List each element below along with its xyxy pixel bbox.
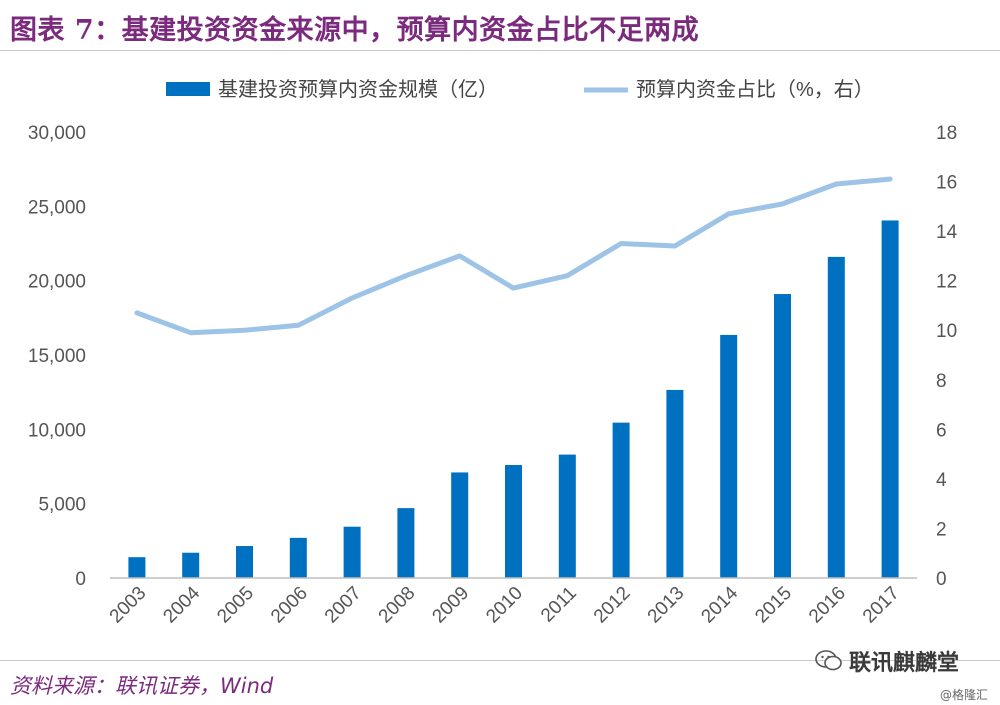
bar bbox=[558, 454, 576, 578]
wechat-watermark: 联讯麒麟堂 bbox=[815, 645, 959, 677]
y-left-tick-label: 20,000 bbox=[28, 272, 86, 293]
y-left-tick-label: 30,000 bbox=[28, 123, 86, 144]
footer-divider bbox=[0, 660, 1000, 661]
x-tick-label: 2017 bbox=[859, 583, 904, 628]
chart-title: 图表 7：基建投资资金来源中，预算内资金占比不足两成 bbox=[10, 15, 700, 46]
bar bbox=[827, 256, 845, 578]
line-series bbox=[134, 176, 893, 336]
bar bbox=[236, 546, 253, 578]
x-tick-label: 2012 bbox=[590, 583, 635, 628]
x-tick-label: 2015 bbox=[751, 583, 796, 628]
x-axis: 2003 2004 2005 2006 2007 2008 2009 2010 2011 2012… bbox=[106, 577, 917, 628]
x-tick-label: 2006 bbox=[267, 583, 312, 628]
y-left-tick-label: 0 bbox=[75, 569, 86, 590]
x-tick-label: 2003 bbox=[106, 583, 151, 628]
bar bbox=[720, 334, 738, 578]
legend-bar-label: 基建投资预算内资金规模（亿） bbox=[218, 78, 498, 101]
y-right-tick-label: 18 bbox=[936, 123, 957, 144]
bar-series bbox=[128, 220, 899, 578]
x-tick-label: 2016 bbox=[805, 583, 850, 628]
y-left-tick-label: 5,000 bbox=[38, 495, 86, 516]
right-axis: 0 2 4 6 8 10 12 14 16 18 bbox=[936, 123, 958, 590]
bar bbox=[505, 465, 522, 578]
x-tick-label: 2009 bbox=[428, 583, 473, 628]
legend: 基建投资预算内资金规模（亿） 预算内资金占比（%，右） bbox=[166, 78, 874, 101]
bar bbox=[289, 537, 307, 578]
x-tick-label: 2007 bbox=[321, 583, 366, 628]
bar bbox=[397, 508, 415, 578]
y-right-tick-label: 0 bbox=[936, 569, 947, 590]
wechat-icon bbox=[815, 650, 842, 671]
y-right-tick-label: 12 bbox=[936, 272, 957, 293]
y-left-tick-label: 25,000 bbox=[28, 197, 86, 218]
bar bbox=[128, 557, 146, 578]
bar bbox=[666, 389, 684, 578]
wechat-account-name: 联讯麒麟堂 bbox=[849, 651, 960, 676]
x-tick-label: 2004 bbox=[159, 582, 204, 627]
x-tick-label: 2014 bbox=[697, 582, 742, 627]
y-left-tick-label: 15,000 bbox=[28, 346, 86, 367]
y-right-tick-label: 2 bbox=[936, 519, 947, 540]
y-right-tick-label: 14 bbox=[936, 222, 958, 243]
left-axis: 0 5,000 10,000 15,000 20,000 25,000 30,000 bbox=[28, 123, 86, 590]
site-watermark: @格隆汇 bbox=[939, 688, 988, 702]
y-right-tick-label: 8 bbox=[936, 371, 947, 392]
x-tick-label: 2013 bbox=[644, 583, 689, 628]
bar bbox=[343, 526, 361, 578]
x-tick-label: 2005 bbox=[213, 583, 258, 628]
y-right-tick-label: 6 bbox=[936, 420, 947, 441]
title-divider bbox=[0, 50, 1000, 51]
y-right-tick-label: 4 bbox=[936, 470, 947, 491]
y-right-tick-label: 16 bbox=[936, 173, 957, 194]
legend-bar-swatch bbox=[166, 82, 210, 96]
bar bbox=[881, 220, 899, 578]
legend-line-label: 预算内资金占比（%，右） bbox=[636, 78, 874, 101]
combo-chart: 基建投资预算内资金规模（亿） 预算内资金占比（%，右） 0 5,000 10,000 1… bbox=[28, 78, 958, 628]
x-tick-label: 2008 bbox=[375, 583, 420, 628]
bar bbox=[182, 552, 200, 578]
bar bbox=[774, 294, 791, 578]
bar bbox=[612, 422, 630, 578]
bar bbox=[451, 472, 469, 578]
x-tick-label: 2011 bbox=[537, 583, 581, 627]
y-left-tick-label: 10,000 bbox=[28, 420, 86, 441]
x-tick-label: 2010 bbox=[482, 583, 527, 628]
source-note: 资料来源：联讯证券，Wind bbox=[10, 674, 274, 698]
y-right-tick-label: 10 bbox=[936, 321, 957, 342]
